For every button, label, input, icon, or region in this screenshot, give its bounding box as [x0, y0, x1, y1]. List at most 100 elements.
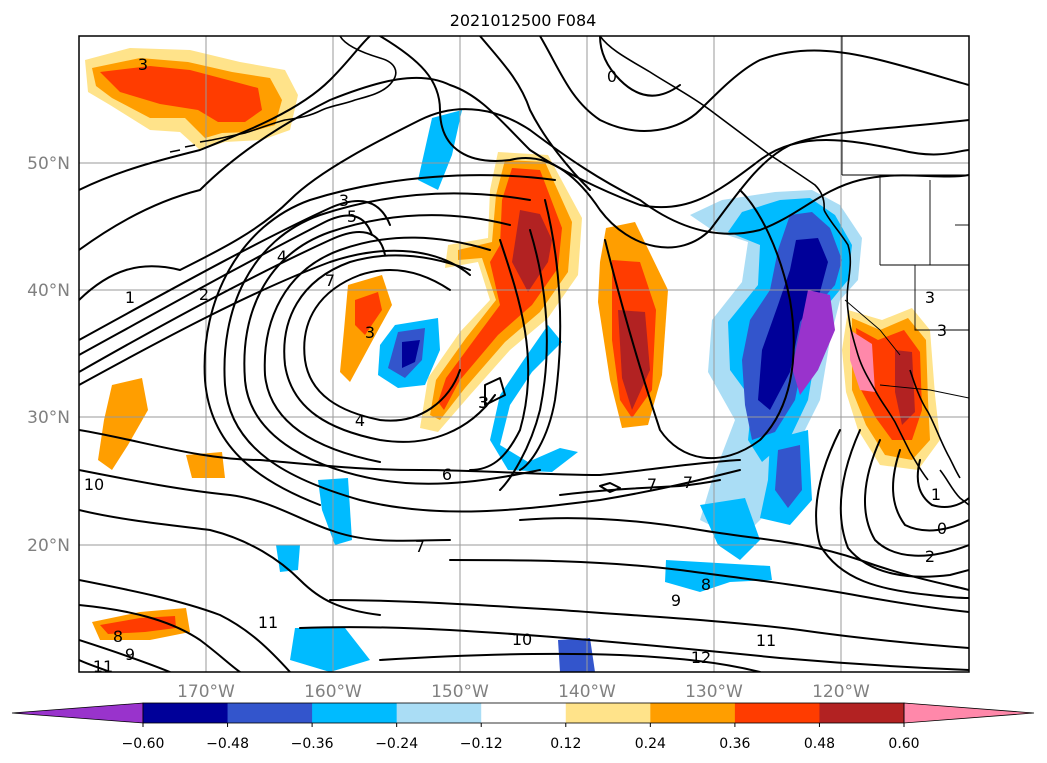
contour-label: 12: [691, 648, 711, 667]
contour-line: [559, 479, 721, 496]
map-panel: 3 0 3 5 4 2 1 7 3 3 4 3 6 7 7 10 8 9 7 8…: [27, 35, 970, 702]
contour-label: 3: [138, 55, 148, 74]
colorbar-segment: [819, 703, 905, 723]
colorbar-tick-label: 0.48: [804, 736, 835, 752]
colorbar-segment: [565, 703, 651, 723]
colorbar-segment: [143, 703, 229, 723]
contour-layer: [79, 36, 969, 672]
contour-label: 11: [258, 613, 278, 632]
contour-line: [79, 231, 386, 373]
contour-line: [469, 239, 530, 471]
contour-label: 10: [512, 630, 532, 649]
positive-patch-wc-core: [355, 292, 382, 335]
colorbar-tick-label: 0.36: [719, 736, 750, 752]
alaska-panhandle: [599, 36, 825, 211]
colorbar-frame: [142, 702, 905, 724]
lon-tick-label: 150°W: [431, 682, 489, 702]
contour-line: [599, 482, 621, 493]
contour-label: 7: [683, 473, 693, 492]
contour-label: 1: [931, 485, 941, 504]
contour-line: [479, 36, 591, 191]
lat-tick-label: 50°N: [27, 154, 70, 174]
negative-patch-south-4: [558, 638, 595, 672]
lon-tick-label: 130°W: [685, 682, 743, 702]
contour-label: 9: [125, 645, 135, 664]
colorbar-tick-label: −0.36: [291, 736, 334, 752]
contour-line: [79, 200, 391, 341]
contour-label: 4: [277, 247, 287, 266]
contour-label: 11: [756, 631, 776, 650]
colorbar-segment: [312, 703, 398, 723]
contour-label: 3: [925, 288, 935, 307]
lat-tick-label: 30°N: [27, 408, 70, 428]
contour-label: 3: [339, 191, 349, 210]
bc-coast: [823, 209, 859, 356]
contour-label: 6: [442, 465, 452, 484]
contour-line: [79, 639, 171, 672]
map-frame: [78, 35, 970, 673]
contour-line: [539, 36, 969, 132]
positive-patch-nw-inner: [100, 66, 262, 122]
contour-label: 4: [355, 411, 365, 430]
contour-label: 7: [325, 271, 335, 290]
contour-line: [79, 36, 371, 191]
contour-label: 0: [937, 519, 947, 538]
colorbar-segment: [227, 703, 313, 723]
contour-line: [203, 174, 556, 506]
baja-coast: [909, 369, 961, 479]
ca-coast: [857, 354, 929, 481]
negative-patch-south-3: [290, 628, 370, 672]
contour-label: 5: [347, 207, 357, 226]
contour-label: 2: [925, 547, 935, 566]
contour-line: [79, 509, 381, 616]
negative-band-south: [490, 325, 578, 472]
contour-label: 3: [479, 393, 489, 412]
contour-line: [79, 76, 969, 251]
colorbar-extend-low: [11, 702, 144, 724]
contour-line: [863, 439, 969, 557]
contour-line: [79, 579, 291, 672]
shading-layer: [85, 48, 940, 672]
contour-line: [79, 249, 471, 386]
state-line: [914, 265, 969, 331]
aleutian-islands: [169, 139, 213, 153]
colorbar-tick-label: 0.24: [635, 736, 666, 752]
us-mexico-border: [879, 384, 969, 399]
lon-tick-label: 140°W: [558, 682, 616, 702]
contour-line: [79, 659, 111, 672]
lon-tick-label: 170°W: [177, 682, 235, 702]
contour-label: 7: [415, 537, 425, 556]
contour-line: [604, 189, 795, 460]
contour-line: [916, 459, 969, 508]
longitude-axis: 170°W 160°W 150°W 140°W 130°W 120°W: [177, 682, 870, 702]
colorbar-tick-label: 0.12: [550, 736, 581, 752]
colorbar-tick-label: −0.60: [122, 736, 165, 752]
positive-patch-west: [98, 378, 148, 470]
contour-line: [243, 214, 541, 485]
positive-band-central-max: [512, 210, 552, 292]
colorbar-extend-high: [903, 702, 1035, 724]
contour-line: [379, 36, 969, 249]
contour-label: 1: [125, 288, 135, 307]
contour-label: 0: [607, 67, 617, 86]
contour-line: [79, 214, 373, 356]
contour-label: 10: [84, 475, 104, 494]
positive-patch-center-max: [618, 310, 650, 410]
colorbar-tick-label: −0.24: [375, 736, 418, 752]
colorbar-segment: [734, 703, 820, 723]
contour-line: [299, 626, 969, 671]
negative-patch-coast-5: [792, 290, 835, 395]
contour-line: [484, 377, 506, 406]
coastline-layer: [169, 36, 969, 506]
negative-patch-wc-max: [402, 340, 420, 368]
lon-tick-label: 160°W: [304, 682, 362, 702]
contour-line: [223, 192, 741, 513]
contour-label: 2: [199, 285, 209, 304]
contour-label-layer: 3 0 3 5 4 2 1 7 3 3 4 3 6 7 7 10 8 9 7 8…: [84, 55, 947, 676]
colorbar-tick-label: −0.12: [460, 736, 503, 752]
lon-tick-label: 120°W: [812, 682, 870, 702]
colorbar: −0.60 −0.48 −0.36 −0.24 −0.12 0.12 0.24 0.36 0.4…: [11, 702, 1035, 752]
contour-line: [263, 236, 491, 463]
state-line: [879, 175, 969, 266]
lat-tick-label: 20°N: [27, 536, 70, 556]
